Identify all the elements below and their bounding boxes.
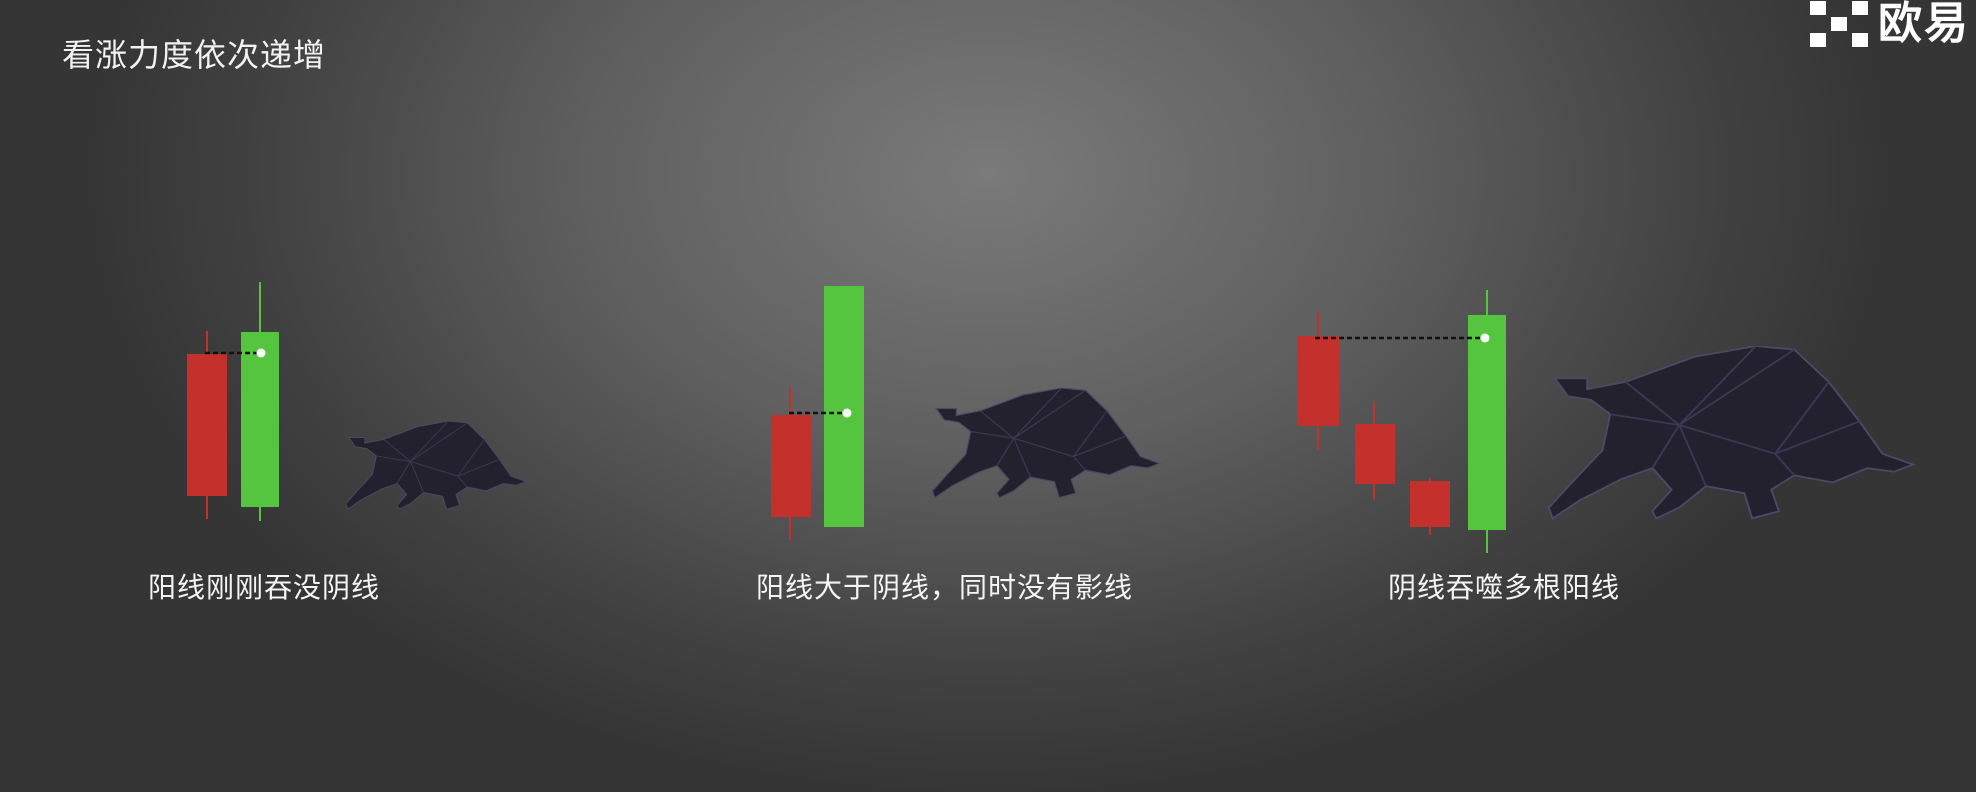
logo-text: 欧易	[1878, 0, 1970, 49]
bearish-candle	[1297, 312, 1339, 450]
okx-logo-icon	[1810, 1, 1868, 47]
bull-icon	[931, 388, 1161, 499]
brand-logo: 欧易	[1808, 0, 1970, 48]
bearish-candle	[187, 331, 227, 519]
page-title: 看涨力度依次递增	[62, 36, 327, 74]
pattern-caption: 阳线刚刚吞没阴线	[148, 571, 381, 604]
bullish-candle	[1468, 290, 1506, 553]
bull-icon	[1547, 346, 1915, 520]
reference-point	[1480, 333, 1490, 343]
reference-point	[256, 348, 266, 358]
bullish-candle	[824, 286, 864, 527]
bearish-candle	[1355, 402, 1395, 500]
pattern-caption: 阴线吞噬多根阳线	[1388, 571, 1621, 604]
reference-point	[842, 408, 852, 418]
bearish-candle	[771, 387, 811, 540]
bullish-candle	[241, 282, 279, 521]
bull-icon	[345, 421, 527, 510]
pattern-3-chart	[1297, 290, 1506, 553]
bearish-candle	[1410, 478, 1450, 535]
pattern-1-chart	[187, 282, 279, 521]
pattern-caption: 阳线大于阴线，同时没有影线	[756, 571, 1134, 604]
pattern-2-chart	[771, 286, 864, 540]
